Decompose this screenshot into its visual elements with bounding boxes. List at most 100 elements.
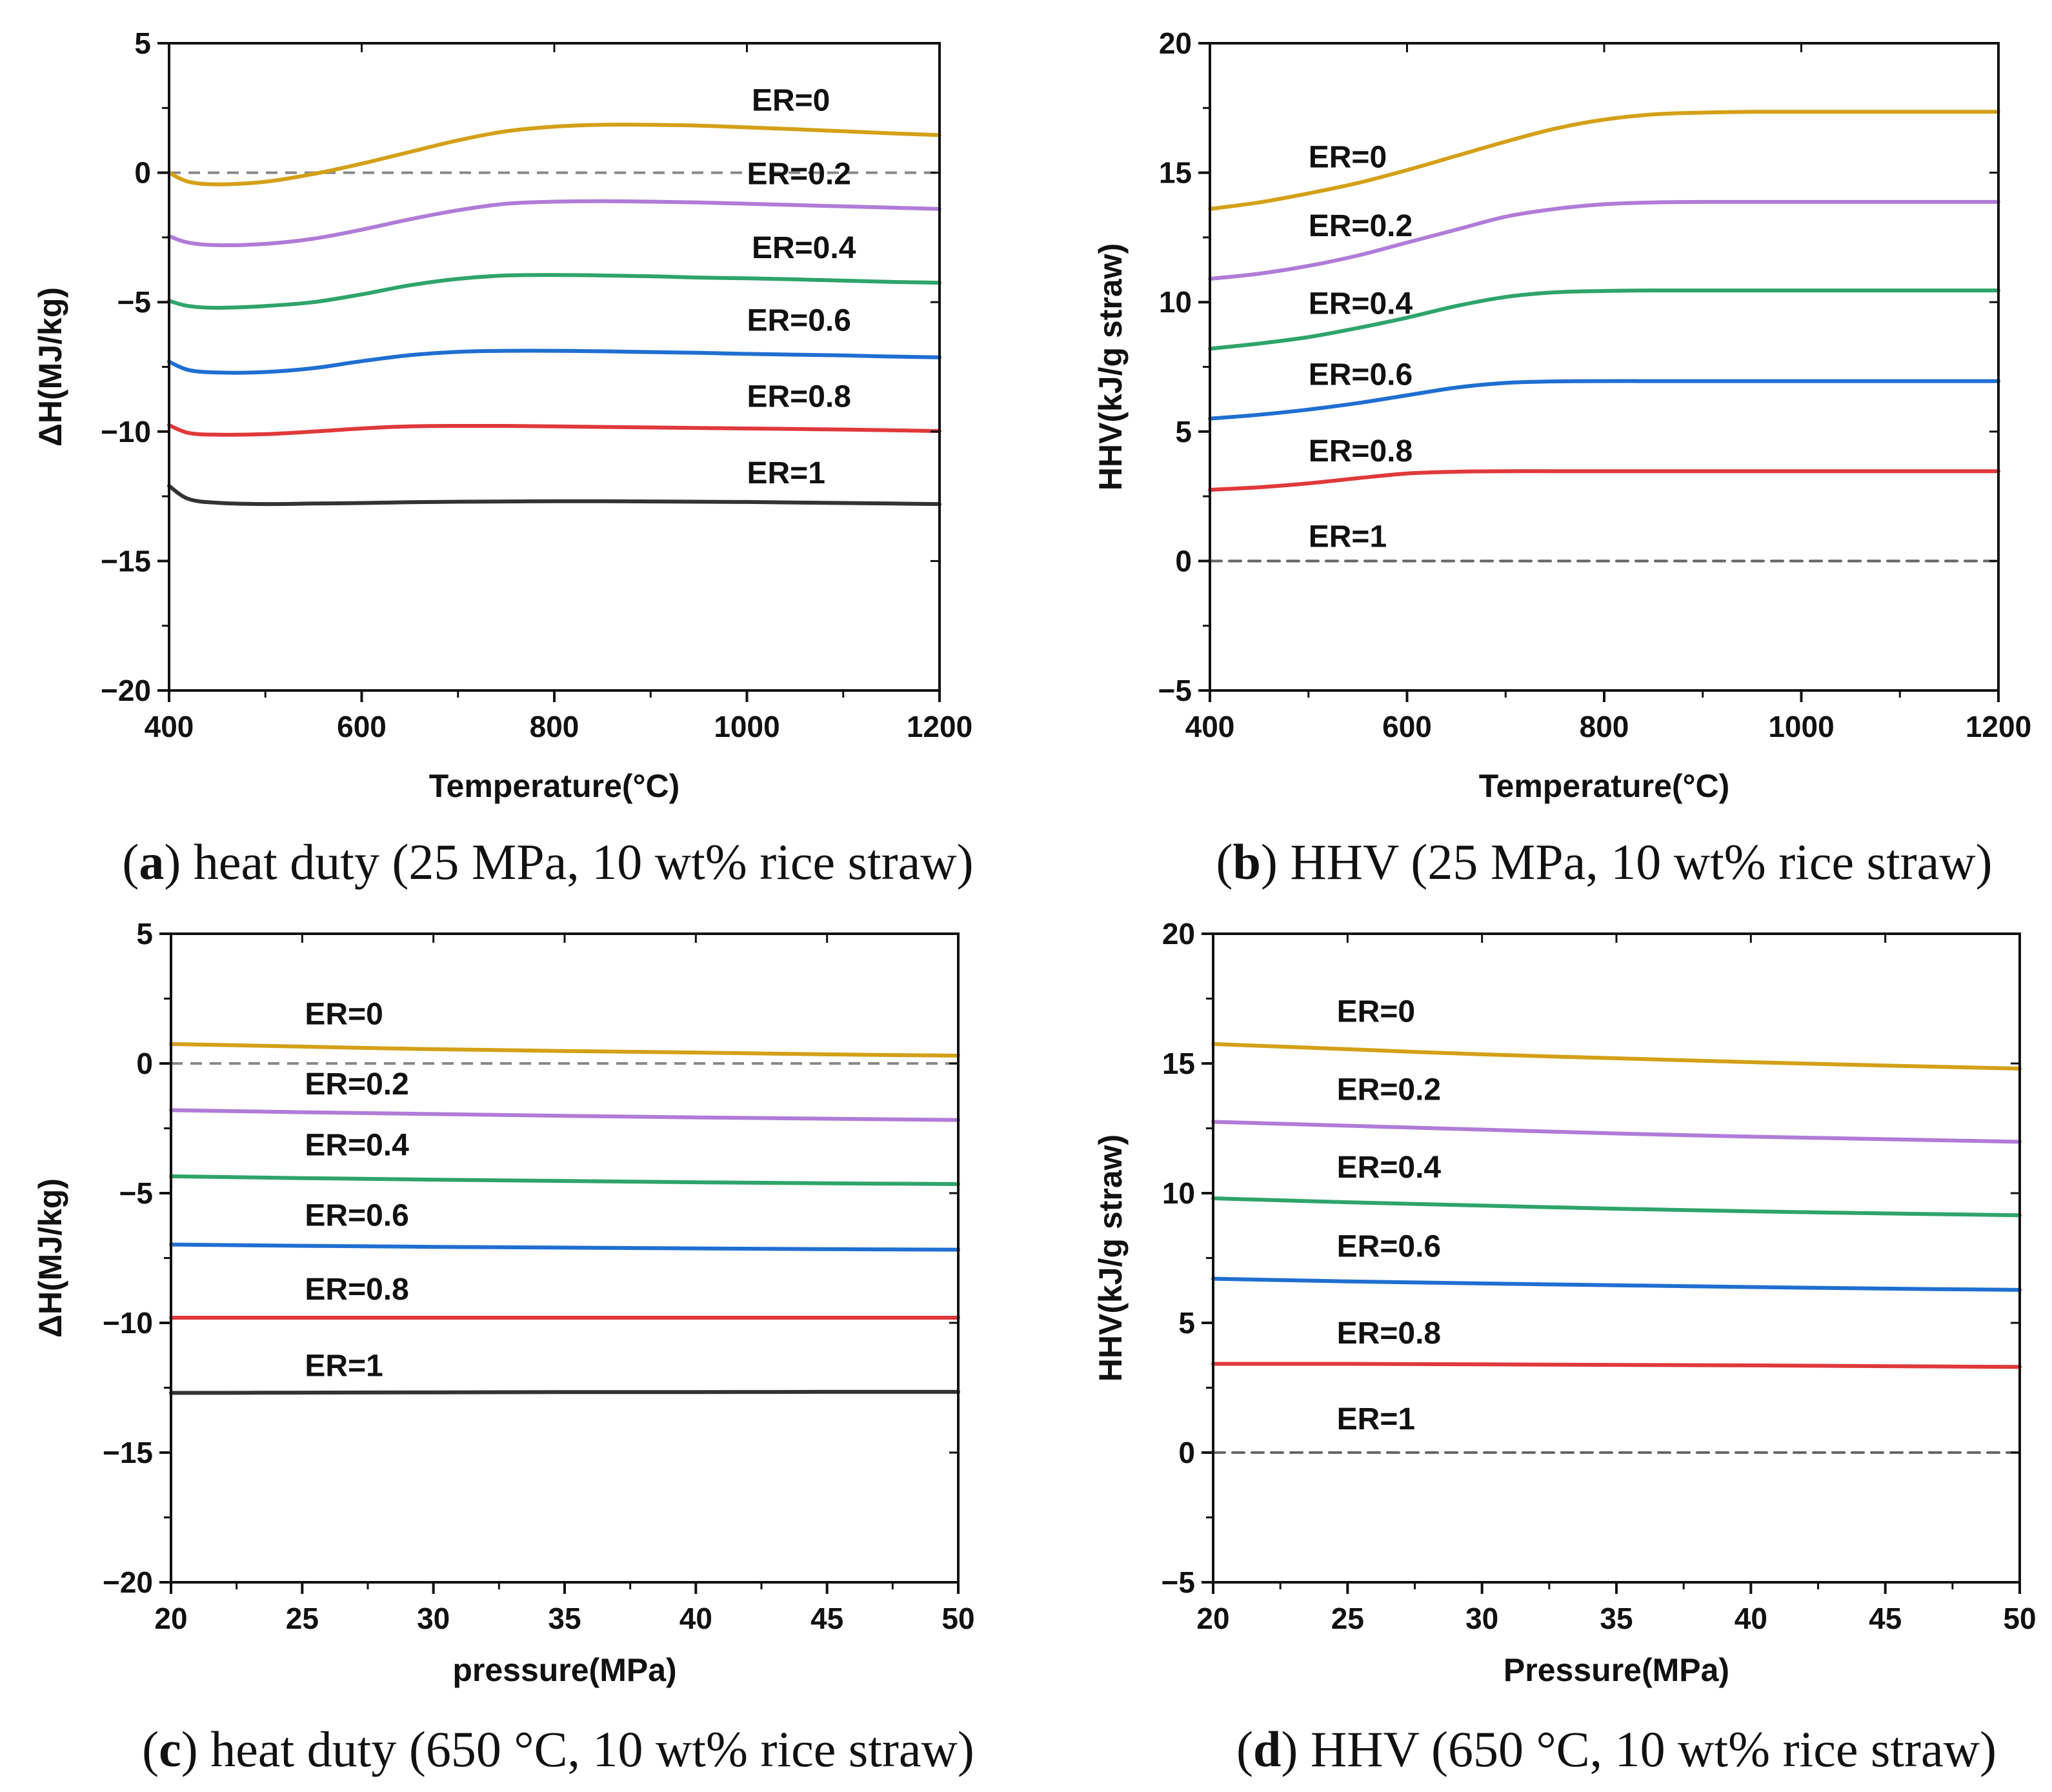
series-line-er-0-4 [1208,288,2000,351]
series-label: ER=0.4 [1337,1151,1442,1185]
chart-b: ER=0 ER=0.2 ER=0.4 ER=0.6 ER=0.8 ER=1 400 600 80… [1092,26,2031,890]
series-label: ER=1 [1337,1402,1415,1436]
caption-letter: a [139,834,164,890]
series-line-er-0-2 [1208,199,2000,281]
caption-text: HHV (650 °C, 10 wt% rice straw) [1298,1721,1997,1777]
series-label: ER=0.2 [1337,1072,1441,1107]
x-tick-label: 600 [1382,710,1432,743]
caption-close: ) [1281,1721,1298,1777]
series-label: ER=0.6 [305,1198,408,1233]
x-tick-label: 45 [810,1602,843,1635]
series-line-er-0 [167,123,941,186]
x-tick-label: 1000 [1768,710,1834,743]
series-label: ER=0.6 [1309,358,1413,392]
caption-close: ) [181,1721,198,1777]
panel-caption: (d) HHV (650 °C, 10 wt% rice straw) [1236,1721,1997,1777]
series-line-er-1 [167,484,941,507]
y-tick-label: 0 [134,156,151,190]
caption-open: ( [1236,1721,1253,1777]
caption-letter: b [1232,834,1260,890]
x-tick-label: 50 [2003,1602,2036,1635]
series-label: ER=1 [1309,519,1387,554]
x-tick-label: 25 [286,1602,319,1635]
series-line-er-0-6 [167,348,941,375]
series-label: ER=0.8 [305,1273,408,1307]
y-tick-label: 15 [1162,1047,1195,1080]
series-label: ER=0.2 [305,1067,408,1102]
series-label: ER=0.8 [1337,1316,1441,1351]
x-tick-label: 400 [1185,710,1235,743]
x-tick-label: 35 [1600,1602,1633,1635]
y-tick-label: −5 [119,1176,153,1210]
x-axis-title: pressure(MPa) [452,1652,676,1688]
x-tick-label: 800 [530,710,579,743]
series-label: ER=0 [1309,141,1387,175]
y-tick-label: 0 [1175,544,1192,578]
panel-caption: (b) HHV (25 MPa, 10 wt% rice straw) [1216,834,1992,890]
y-tick-label: −10 [103,1306,153,1340]
chart-c: ER=0 ER=0.2 ER=0.4 ER=0.6 ER=0.8 ER=1 20 25 30 35… [32,917,975,1777]
y-axis-title: HHV(kJ/g straw) [1092,1134,1129,1382]
series-line-er-0-2 [167,199,941,248]
x-tick-label: 45 [1869,1602,1902,1635]
series-label: ER=0.4 [1309,287,1413,321]
x-tick-label: 30 [1465,1602,1498,1635]
series-line-er-1 [169,1389,960,1395]
series-label: ER=0 [1337,995,1415,1029]
x-tick-label: 20 [1196,1602,1229,1635]
x-tick-label: 30 [417,1602,450,1635]
y-tick-label: 0 [1178,1436,1195,1469]
plot-frame [170,932,960,1584]
caption-letter: d [1253,1721,1281,1777]
chart-d: ER=0 ER=0.2 ER=0.4 ER=0.6 ER=0.8 ER=1 20 25 30 35… [1092,917,2037,1777]
caption-text: heat duty (25 MPa, 10 wt% rice straw) [181,834,973,890]
panel-caption: (c) heat duty (650 °C, 10 wt% rice straw… [142,1721,974,1777]
caption-letter: c [159,1721,181,1777]
y-tick-label: 15 [1159,156,1192,190]
panel-caption: (a) heat duty (25 MPa, 10 wt% rice straw… [122,834,973,890]
series-line-er-0-2 [169,1108,960,1122]
y-tick-label: 5 [1178,1306,1195,1340]
x-tick-label: 40 [1735,1602,1767,1635]
y-tick-label: 10 [1162,1176,1195,1210]
y-tick-label: −5 [117,285,151,319]
x-tick-label: 35 [548,1602,581,1635]
series-label: ER=0.4 [752,231,856,265]
y-tick-label: 5 [136,917,153,951]
plot-frame [1212,932,2021,1584]
series-label: ER=0.8 [747,380,851,414]
caption-close: ) [1261,834,1278,890]
series-label: ER=1 [747,456,825,490]
x-tick-label: 600 [337,710,387,743]
series-label: ER=0.8 [1309,434,1413,468]
caption-open: ( [142,1721,159,1777]
x-tick-label: 50 [941,1602,974,1635]
series-label: ER=0 [305,998,383,1032]
x-tick-label: 20 [154,1602,187,1635]
series-line-er-0-8 [1208,469,2000,492]
y-tick-label: −5 [1158,674,1192,707]
series-line-er-0-6 [1208,379,2000,421]
x-tick-label: 1200 [1966,710,2031,743]
series-label: ER=0.4 [305,1129,409,1163]
y-tick-label: 5 [134,26,151,60]
x-axis-title: Temperature(°C) [1479,768,1730,804]
x-tick-label: 400 [145,710,194,743]
series-label: ER=0.6 [747,303,851,337]
series-line-er-0-4 [169,1174,960,1186]
caption-open: ( [122,834,139,890]
x-tick-label: 40 [679,1602,712,1635]
y-tick-label: 5 [1175,415,1192,448]
y-tick-label: 20 [1162,917,1195,951]
series-label: ER=1 [305,1349,383,1383]
caption-open: ( [1216,834,1232,890]
y-tick-label: −20 [101,674,151,707]
y-axis-title: ΔH(MJ/kg) [32,1178,68,1338]
y-tick-label: 0 [136,1047,153,1080]
series-label: ER=0.2 [747,157,851,192]
y-tick-label: −20 [103,1565,153,1599]
caption-close: ) [164,834,181,890]
caption-text: HHV (25 MPa, 10 wt% rice straw) [1278,834,1993,890]
series-line-er-0-8 [167,423,941,437]
series-line-er-0-6 [1211,1276,2022,1292]
